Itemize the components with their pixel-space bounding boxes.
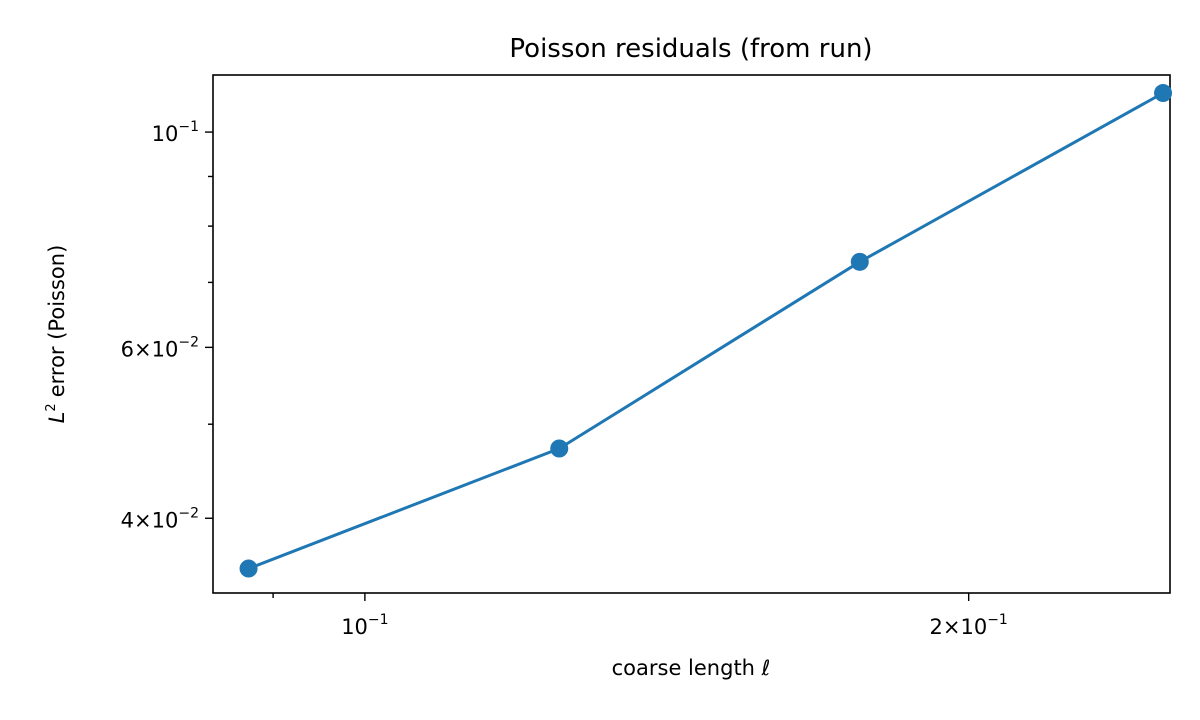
y-axis-label-exponent: 2 (44, 403, 59, 411)
x-axis: 10−1 2×10−1 (272, 593, 1008, 639)
data-point-0 (239, 559, 258, 578)
y-axis-label-symbol: L (45, 412, 69, 424)
data-point-3 (1154, 84, 1173, 103)
x-tick-label-0: 10−1 (341, 612, 388, 639)
plot-frame (212, 74, 1171, 594)
y-tick-label-0: 10−1 (152, 119, 199, 146)
chart-title: Poisson residuals (from run) (509, 34, 872, 64)
y-tick-label-2: 4×10−2 (121, 505, 199, 532)
y-axis-label: L2 error (Poisson) (44, 245, 69, 424)
series-line-0 (247, 91, 1165, 571)
series-layer (239, 84, 1173, 578)
y-axis-label-text: error (Poisson) (45, 245, 69, 398)
y-axis: 10−1 6×10−2 4×10−2 (121, 119, 213, 532)
x-axis-label: coarse length ℓ (612, 656, 771, 680)
data-point-1 (550, 439, 569, 458)
data-point-2 (850, 252, 869, 271)
x-tick-label-1: 2×10−1 (930, 612, 1008, 639)
y-tick-label-1: 6×10−2 (121, 334, 199, 361)
